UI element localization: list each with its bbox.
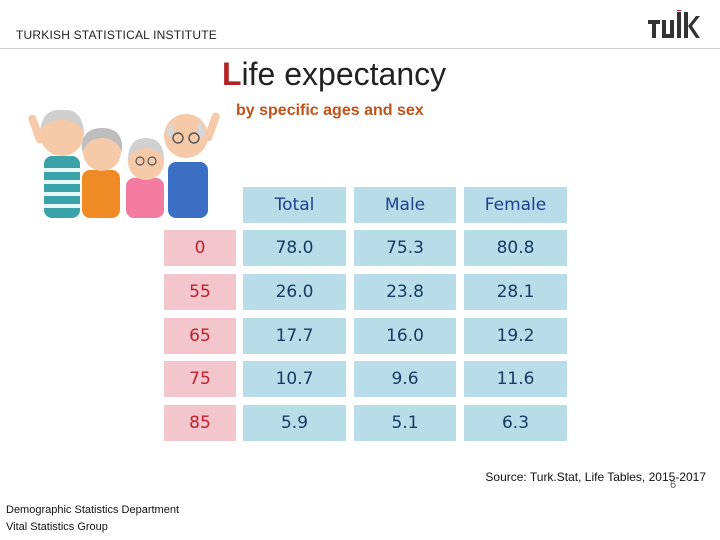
male-cell: 5.1 (354, 405, 456, 441)
female-cell: 19.2 (464, 318, 567, 354)
age-cell: 55 (164, 274, 236, 310)
page-number: 6 (670, 479, 677, 491)
title-first-letter: L (222, 56, 242, 92)
total-cell: 78.0 (243, 230, 346, 266)
age-cell: 65 (164, 318, 236, 354)
total-cell: 5.9 (243, 405, 346, 441)
title-rest: ife expectancy (241, 56, 447, 92)
column-header-female: Female (464, 187, 567, 223)
male-cell: 75.3 (354, 230, 456, 266)
age-cell: 75 (164, 361, 236, 397)
female-cell: 6.3 (464, 405, 567, 441)
source-note: Source: Turk.Stat, Life Tables, 2015-201… (485, 470, 706, 484)
age-cell: 0 (164, 230, 236, 266)
footer: Demographic Statistics Department Vital … (6, 502, 179, 536)
male-cell: 23.8 (354, 274, 456, 310)
page-subtitle: by specific ages and sex (236, 102, 424, 119)
tuik-logo (648, 10, 700, 38)
footer-department: Demographic Statistics Department (6, 504, 180, 516)
female-cell: 28.1 (464, 274, 567, 310)
footer-group: Vital Statistics Group (6, 521, 108, 533)
total-cell: 17.7 (243, 318, 346, 354)
age-cell: 85 (164, 405, 236, 441)
column-header-total: Total (243, 187, 346, 223)
elderly-people-illustration (28, 109, 220, 218)
female-cell: 80.8 (464, 230, 567, 266)
male-cell: 9.6 (354, 361, 456, 397)
male-cell: 16.0 (354, 318, 456, 354)
total-cell: 10.7 (243, 361, 346, 397)
header-divider (0, 48, 720, 49)
page-title: Life expectancy (222, 56, 446, 93)
female-cell: 11.6 (464, 361, 567, 397)
total-cell: 26.0 (243, 274, 346, 310)
organization-name: TURKISH STATISTICAL INSTITUTE (16, 28, 217, 42)
column-header-male: Male (354, 187, 456, 223)
